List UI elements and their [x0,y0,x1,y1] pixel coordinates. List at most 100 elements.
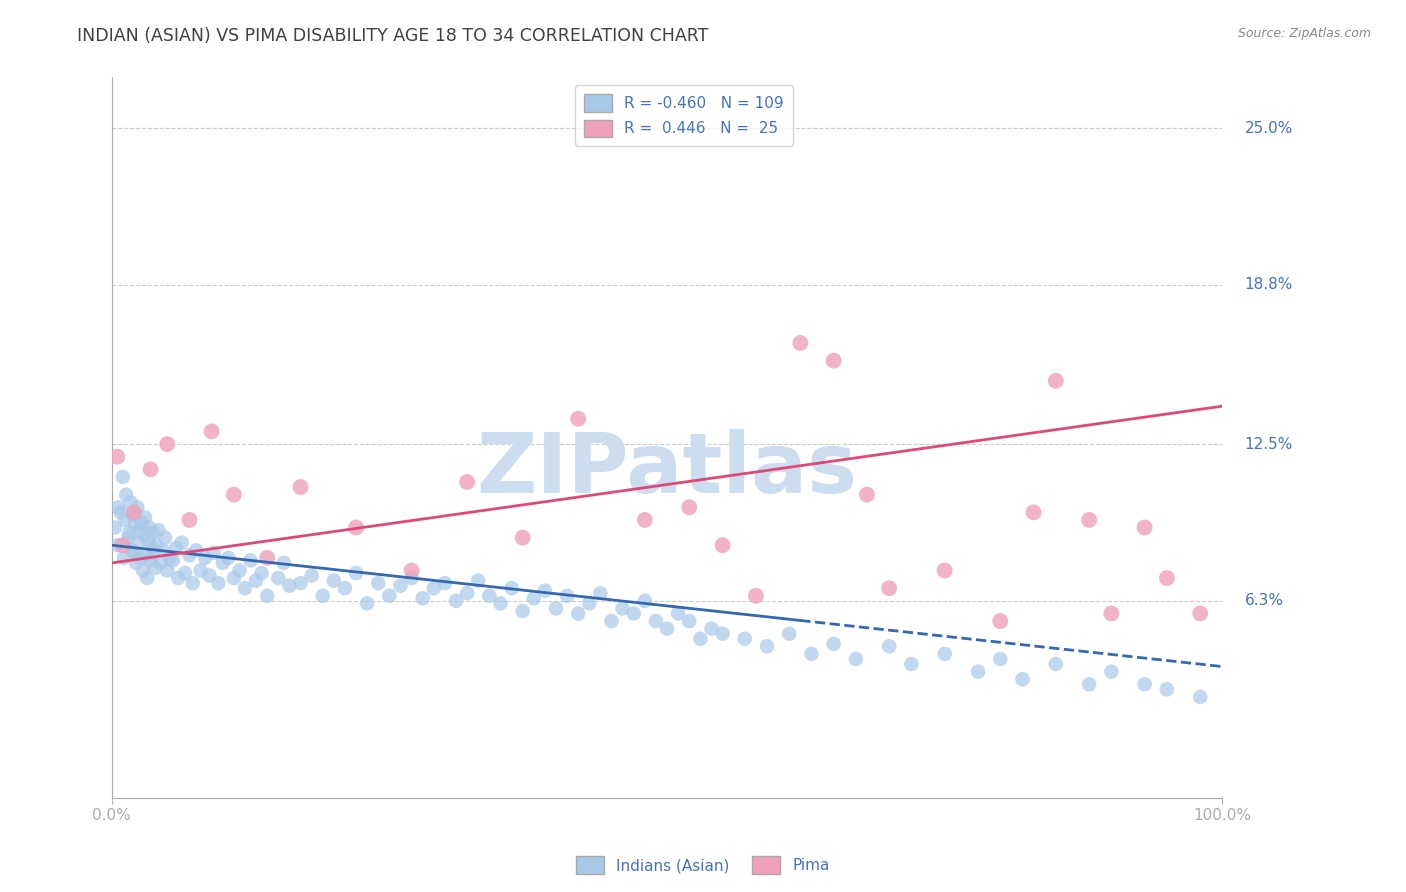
Point [655,622,678,636]
Point [967,665,990,679]
Point [433,576,456,591]
Point [122,505,145,519]
Point [148,523,170,537]
Point [534,583,557,598]
Point [114,513,136,527]
Point [170,535,193,549]
Point [211,556,233,570]
Point [105,450,128,464]
Point [122,546,145,560]
Point [623,607,645,621]
Point [120,495,142,509]
Point [239,553,262,567]
Point [156,437,179,451]
Point [1156,682,1178,697]
Point [600,614,623,628]
Point [112,550,135,565]
Point [1133,677,1156,691]
Point [256,550,278,565]
Point [523,591,546,606]
Point [105,538,128,552]
Point [143,561,166,575]
Point [1078,513,1101,527]
Point [778,626,800,640]
Point [141,541,163,555]
Point [678,614,700,628]
Point [356,596,378,610]
Legend: R = -0.460   N = 109, R =  0.446   N =  25: R = -0.460 N = 109, R = 0.446 N = 25 [575,85,793,146]
Point [1189,690,1212,704]
Point [567,607,589,621]
Point [267,571,290,585]
Point [110,505,132,519]
Point [578,596,600,610]
Point [121,543,143,558]
Point [118,525,141,540]
Point [124,518,146,533]
Point [489,596,512,610]
Point [567,411,589,425]
Point [111,470,134,484]
Point [1099,607,1122,621]
Point [934,647,956,661]
Point [139,553,162,567]
Point [125,556,148,570]
Point [145,538,167,552]
Point [666,607,689,621]
Point [322,574,344,588]
Point [512,531,534,545]
Point [190,564,212,578]
Point [312,589,335,603]
Point [789,335,811,350]
Point [1045,374,1067,388]
Point [823,637,845,651]
Point [711,538,734,552]
Point [202,546,225,560]
Point [149,556,172,570]
Point [823,353,845,368]
Point [132,528,155,542]
Text: ZIPatlas: ZIPatlas [477,429,858,510]
Point [900,657,922,671]
Point [444,594,467,608]
Point [678,500,700,515]
Point [367,576,389,591]
Point [423,581,446,595]
Point [121,508,143,522]
Text: INDIAN (ASIAN) VS PIMA DISABILITY AGE 18 TO 34 CORRELATION CHART: INDIAN (ASIAN) VS PIMA DISABILITY AGE 18… [77,27,709,45]
Point [198,568,221,582]
Point [378,589,401,603]
Point [153,531,176,545]
Point [115,488,138,502]
Point [159,550,181,565]
Point [156,564,179,578]
Point [344,520,367,534]
Point [256,589,278,603]
Point [501,581,523,595]
Point [142,525,165,540]
Point [222,571,245,585]
Point [333,581,356,595]
Point [745,589,768,603]
Point [117,531,139,545]
Point [111,538,134,552]
Point [245,574,267,588]
Point [934,564,956,578]
Point [228,564,250,578]
Point [344,566,367,580]
Point [131,516,153,530]
Point [127,535,149,549]
Text: 18.8%: 18.8% [1244,277,1294,293]
Point [711,626,734,640]
Point [217,550,239,565]
Point [222,488,245,502]
Point [700,622,723,636]
Point [401,571,423,585]
Point [389,579,412,593]
Point [128,523,150,537]
Point [645,614,668,628]
Point [544,601,567,615]
Point [181,576,204,591]
Point [152,543,174,558]
Point [132,564,155,578]
